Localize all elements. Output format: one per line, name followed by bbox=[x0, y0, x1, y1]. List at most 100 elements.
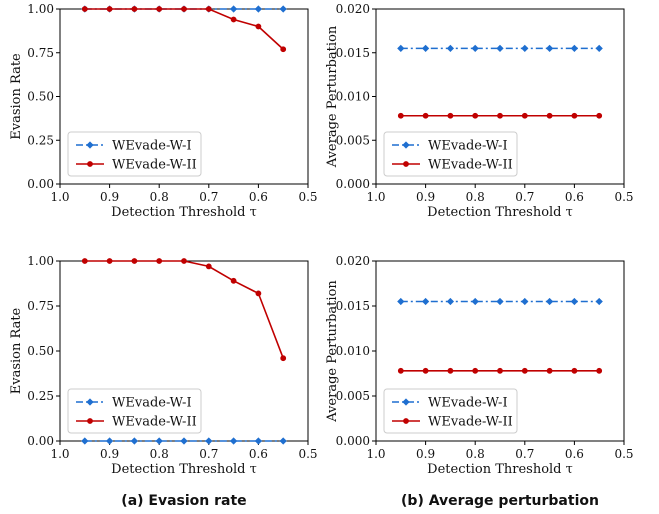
data-point-wevade-w-i bbox=[397, 44, 405, 52]
data-point-wevade-w-i bbox=[545, 44, 554, 52]
y-tick-label: 0.25 bbox=[27, 133, 54, 147]
y-axis-label: Average Perturbation bbox=[325, 25, 340, 168]
chart-bottom-left: 1.0 0.9 0.8 0.7 0.6 0.5 0.00 0.25 0.50 0.75 1.00 De… bbox=[9, 254, 318, 477]
y-tick-label: 0.000 bbox=[336, 177, 370, 191]
x-tick-label: 1.0 bbox=[366, 447, 385, 461]
legend-label-wevade-w-i: WEvade-W-I bbox=[428, 396, 508, 411]
data-point-wevade-w-i bbox=[496, 44, 504, 52]
x-tick-label: 0.5 bbox=[614, 190, 633, 204]
y-tick-label: 0.020 bbox=[336, 254, 370, 268]
legend-marker-wevade-w-i bbox=[402, 141, 410, 149]
data-point-wevade-w-ii bbox=[156, 6, 163, 12]
legend-marker-wevade-w-ii bbox=[403, 161, 409, 167]
data-point-wevade-w-i bbox=[229, 437, 238, 445]
data-point-wevade-w-i bbox=[595, 44, 603, 52]
data-point-wevade-w-ii bbox=[422, 367, 429, 374]
x-tick-label: 0.6 bbox=[249, 447, 268, 461]
x-tick-label: 0.9 bbox=[416, 190, 435, 204]
x-axis-label: Detection Threshold τ bbox=[427, 462, 573, 477]
legend-label-wevade-w-ii: WEvade-W-II bbox=[112, 158, 197, 173]
legend-marker-wevade-w-ii bbox=[403, 418, 409, 424]
y-tick-label: 0.010 bbox=[336, 344, 370, 358]
legend-marker-wevade-w-i bbox=[86, 398, 94, 406]
legend-label-wevade-w-i: WEvade-W-I bbox=[428, 139, 508, 154]
data-point-wevade-w-ii bbox=[397, 112, 404, 119]
data-point-wevade-w-ii bbox=[181, 258, 187, 264]
y-tick-label: 1.00 bbox=[27, 254, 54, 268]
legend-box bbox=[383, 388, 518, 434]
data-point-wevade-w-i bbox=[570, 44, 579, 52]
data-point-wevade-w-ii bbox=[131, 6, 138, 12]
data-point-wevade-w-i bbox=[595, 297, 603, 306]
y-tick-label: 0.015 bbox=[336, 299, 370, 313]
x-tick-label: 0.5 bbox=[614, 447, 633, 461]
series-line-wevade-w-ii bbox=[84, 260, 284, 359]
y-tick-label: 0.75 bbox=[27, 299, 54, 313]
data-point-wevade-w-ii bbox=[181, 6, 187, 12]
y-axis-label: Evasion Rate bbox=[9, 307, 24, 394]
data-point-wevade-w-ii bbox=[472, 112, 479, 119]
data-point-wevade-w-ii bbox=[546, 367, 553, 374]
data-point-wevade-w-i bbox=[397, 297, 405, 306]
y-tick-label: 0.75 bbox=[27, 46, 54, 60]
data-point-wevade-w-ii bbox=[447, 112, 454, 119]
legend-box bbox=[67, 388, 202, 434]
data-point-wevade-w-i bbox=[81, 437, 89, 445]
x-axis-label: Detection Threshold τ bbox=[111, 205, 257, 220]
chart-top-right: 1.0 0.9 0.8 0.7 0.6 0.5 0.000 0.005 0.010 0.015 0.… bbox=[325, 2, 634, 220]
x-tick-label: 0.7 bbox=[199, 447, 218, 461]
data-point-wevade-w-ii bbox=[81, 258, 88, 264]
y-axis-label: Average Perturbation bbox=[325, 280, 340, 423]
x-tick-label: 0.6 bbox=[565, 190, 584, 204]
y-tick-label: 0.50 bbox=[27, 344, 54, 358]
data-point-wevade-w-ii bbox=[546, 112, 553, 119]
data-point-wevade-w-ii bbox=[156, 258, 163, 264]
y-tick-label: 0.020 bbox=[336, 2, 370, 16]
y-tick-label: 0.015 bbox=[336, 46, 370, 60]
y-tick-label: 0.005 bbox=[336, 389, 370, 403]
x-tick-label: 0.9 bbox=[100, 447, 119, 461]
y-tick-label: 0.005 bbox=[336, 133, 370, 147]
chart-panels: 1.0 0.9 0.8 0.7 0.6 0.5 0.00 0.25 0.50 0.75 1.00 De… bbox=[9, 2, 634, 477]
series-line-wevade-w-ii bbox=[84, 8, 284, 50]
data-point-wevade-w-i bbox=[105, 437, 114, 445]
data-point-wevade-w-ii bbox=[521, 367, 528, 374]
data-point-wevade-w-ii bbox=[422, 112, 429, 119]
legend-box bbox=[383, 131, 518, 177]
x-tick-label: 0.9 bbox=[416, 447, 435, 461]
legend-label-wevade-w-i: WEvade-W-I bbox=[112, 139, 192, 154]
x-tick-label: 0.5 bbox=[298, 190, 317, 204]
data-point-wevade-w-ii bbox=[230, 16, 237, 23]
data-point-wevade-w-ii bbox=[131, 258, 138, 264]
x-tick-label: 0.9 bbox=[100, 190, 119, 204]
legend-marker-wevade-w-ii bbox=[87, 418, 93, 424]
x-axis-label: Detection Threshold τ bbox=[427, 205, 573, 220]
y-tick-label: 0.000 bbox=[336, 434, 370, 448]
data-point-wevade-w-ii bbox=[497, 112, 503, 119]
caption-evasion-rate: (a) Evasion rate bbox=[121, 493, 246, 509]
data-point-wevade-w-i bbox=[205, 437, 213, 445]
data-point-wevade-w-ii bbox=[571, 112, 578, 119]
x-axis-label: Detection Threshold τ bbox=[111, 462, 257, 477]
x-tick-label: 0.6 bbox=[249, 190, 268, 204]
x-tick-label: 0.7 bbox=[199, 190, 218, 204]
legend-label-wevade-w-ii: WEvade-W-II bbox=[112, 415, 197, 430]
y-tick-label: 0.00 bbox=[27, 177, 54, 191]
data-point-wevade-w-ii bbox=[230, 277, 237, 284]
data-point-wevade-w-i bbox=[421, 44, 430, 52]
x-tick-label: 0.7 bbox=[515, 190, 534, 204]
data-point-wevade-w-i bbox=[545, 297, 554, 306]
data-point-wevade-w-ii bbox=[255, 23, 262, 30]
data-point-wevade-w-i bbox=[446, 44, 455, 52]
data-point-wevade-w-ii bbox=[106, 258, 113, 264]
data-point-wevade-w-ii bbox=[596, 367, 603, 374]
data-point-wevade-w-i bbox=[421, 297, 430, 306]
y-tick-label: 0.50 bbox=[27, 90, 54, 104]
x-tick-label: 0.6 bbox=[565, 447, 584, 461]
data-point-wevade-w-ii bbox=[447, 367, 454, 374]
y-tick-label: 1.00 bbox=[27, 2, 54, 16]
data-point-wevade-w-i bbox=[521, 44, 529, 52]
data-point-wevade-w-i bbox=[471, 44, 479, 52]
data-point-wevade-w-i bbox=[229, 5, 238, 13]
